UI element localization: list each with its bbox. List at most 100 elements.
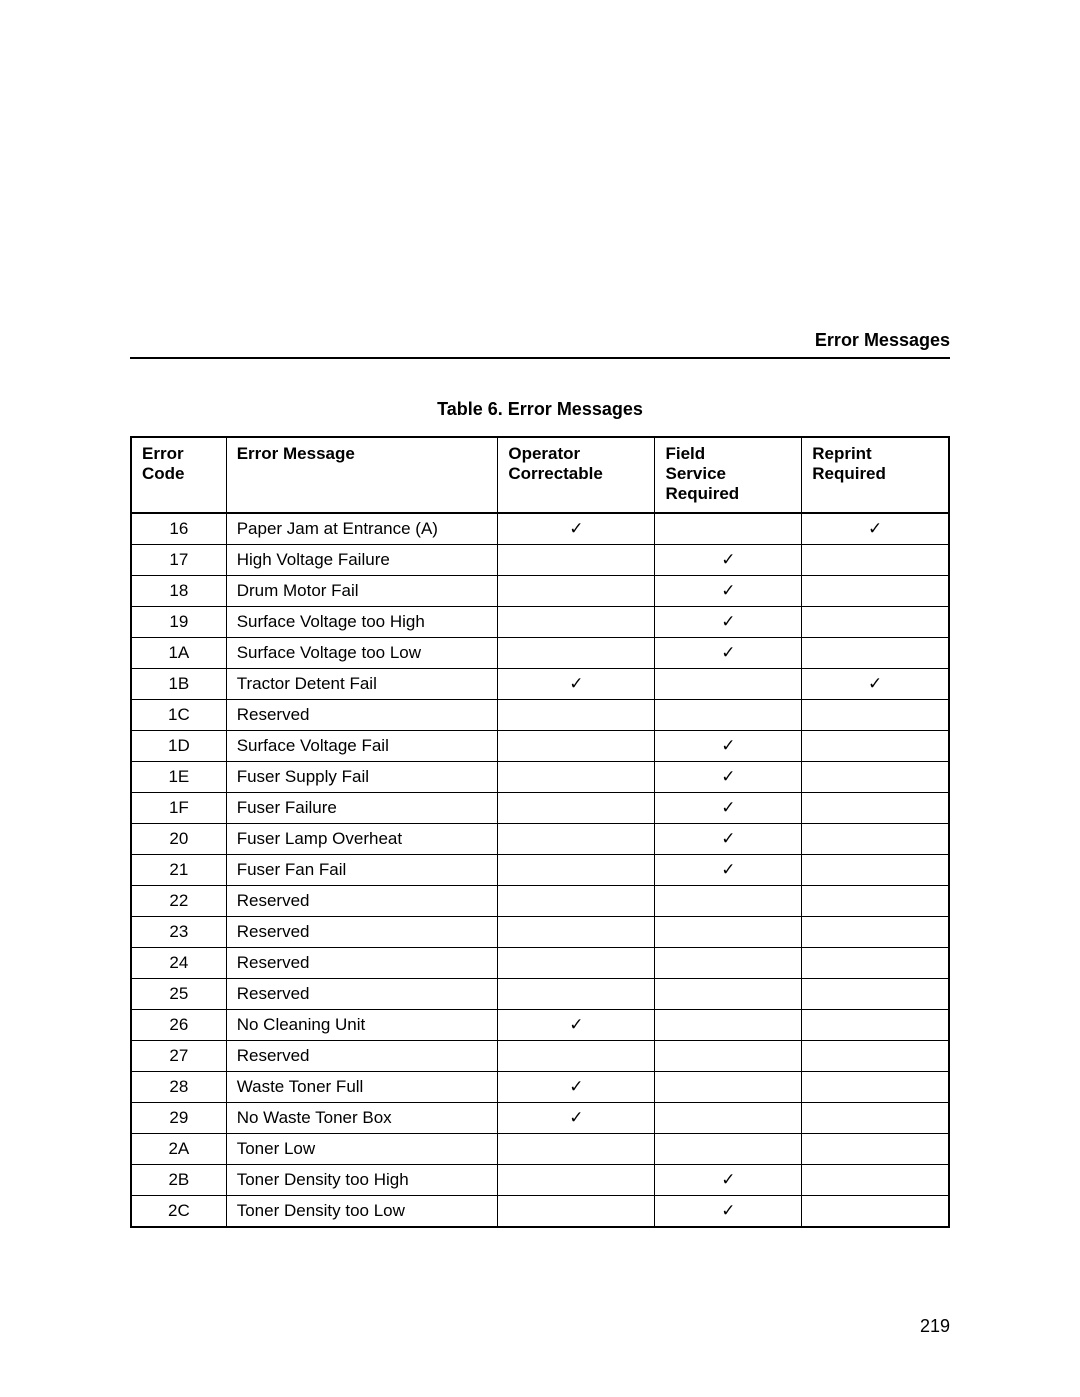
table-row: 24Reserved: [131, 948, 949, 979]
cell-field-service-required: [655, 979, 802, 1010]
cell-field-service-required: [655, 1041, 802, 1072]
cell-error-code: 25: [131, 979, 226, 1010]
table-row: 28Waste Toner Full✓: [131, 1072, 949, 1103]
cell-reprint-required: [802, 762, 949, 793]
cell-error-code: 17: [131, 545, 226, 576]
table-row: 17High Voltage Failure ✓: [131, 545, 949, 576]
cell-error-message: Fuser Lamp Overheat: [226, 824, 498, 855]
table-row: 1BTractor Detent Fail✓✓: [131, 669, 949, 700]
cell-error-message: High Voltage Failure: [226, 545, 498, 576]
cell-error-message: Reserved: [226, 1041, 498, 1072]
cell-operator-correctable: [498, 545, 655, 576]
cell-error-code: 21: [131, 855, 226, 886]
cell-reprint-required: [802, 700, 949, 731]
cell-error-message: Surface Voltage too High: [226, 607, 498, 638]
cell-operator-correctable: ✓: [498, 1072, 655, 1103]
cell-field-service-required: ✓: [655, 1165, 802, 1196]
check-icon: ✓: [569, 1015, 583, 1034]
cell-reprint-required: [802, 1196, 949, 1228]
cell-operator-correctable: ✓: [498, 1010, 655, 1041]
table-row: 2BToner Density too High✓: [131, 1165, 949, 1196]
error-messages-table: Error Code Error Message Operator Correc…: [130, 436, 950, 1228]
table-row: 23Reserved: [131, 917, 949, 948]
cell-operator-correctable: [498, 1041, 655, 1072]
check-icon: ✓: [721, 767, 735, 786]
cell-operator-correctable: [498, 1196, 655, 1228]
cell-error-code: 1F: [131, 793, 226, 824]
cell-operator-correctable: [498, 762, 655, 793]
cell-error-message: Reserved: [226, 979, 498, 1010]
cell-reprint-required: [802, 1165, 949, 1196]
cell-field-service-required: ✓: [655, 576, 802, 607]
table-row: 2CToner Density too Low✓: [131, 1196, 949, 1228]
check-icon: ✓: [569, 1077, 583, 1096]
cell-operator-correctable: [498, 886, 655, 917]
check-icon: ✓: [868, 674, 882, 693]
cell-field-service-required: [655, 917, 802, 948]
cell-error-message: Fuser Failure: [226, 793, 498, 824]
check-icon: ✓: [721, 581, 735, 600]
cell-error-code: 2A: [131, 1134, 226, 1165]
cell-error-message: No Waste Toner Box: [226, 1103, 498, 1134]
col-header-field-service: Field Service Required: [655, 437, 802, 513]
cell-reprint-required: [802, 607, 949, 638]
cell-error-code: 27: [131, 1041, 226, 1072]
cell-error-code: 26: [131, 1010, 226, 1041]
check-icon: ✓: [868, 519, 882, 538]
cell-reprint-required: [802, 545, 949, 576]
table-row: 29No Waste Toner Box✓: [131, 1103, 949, 1134]
cell-error-message: Toner Density too Low: [226, 1196, 498, 1228]
cell-error-code: 1B: [131, 669, 226, 700]
cell-error-message: Waste Toner Full: [226, 1072, 498, 1103]
cell-error-code: 24: [131, 948, 226, 979]
cell-error-code: 1A: [131, 638, 226, 669]
table-row: 2AToner Low: [131, 1134, 949, 1165]
cell-error-message: Drum Motor Fail: [226, 576, 498, 607]
cell-reprint-required: [802, 824, 949, 855]
cell-reprint-required: [802, 1134, 949, 1165]
table-row: 16Paper Jam at Entrance (A)✓✓: [131, 513, 949, 545]
cell-error-message: Tractor Detent Fail: [226, 669, 498, 700]
check-icon: ✓: [721, 612, 735, 631]
cell-reprint-required: ✓: [802, 669, 949, 700]
cell-operator-correctable: [498, 1165, 655, 1196]
cell-error-message: Surface Voltage too Low: [226, 638, 498, 669]
cell-error-message: Reserved: [226, 917, 498, 948]
cell-error-code: 22: [131, 886, 226, 917]
cell-error-code: 16: [131, 513, 226, 545]
cell-error-message: No Cleaning Unit: [226, 1010, 498, 1041]
cell-operator-correctable: [498, 731, 655, 762]
cell-error-code: 19: [131, 607, 226, 638]
cell-field-service-required: [655, 669, 802, 700]
check-icon: ✓: [721, 860, 735, 879]
check-icon: ✓: [569, 1108, 583, 1127]
cell-field-service-required: ✓: [655, 545, 802, 576]
cell-operator-correctable: [498, 948, 655, 979]
table-caption: Table 6. Error Messages: [130, 399, 950, 420]
cell-field-service-required: ✓: [655, 855, 802, 886]
col-header-error-code: Error Code: [131, 437, 226, 513]
col-header-operator-correctable: Operator Correctable: [498, 437, 655, 513]
cell-error-message: Reserved: [226, 948, 498, 979]
page-number: 219: [920, 1316, 950, 1337]
check-icon: ✓: [721, 798, 735, 817]
cell-error-message: Toner Low: [226, 1134, 498, 1165]
cell-field-service-required: [655, 1072, 802, 1103]
cell-field-service-required: ✓: [655, 607, 802, 638]
cell-operator-correctable: [498, 607, 655, 638]
cell-operator-correctable: [498, 576, 655, 607]
cell-field-service-required: [655, 1103, 802, 1134]
cell-field-service-required: [655, 700, 802, 731]
check-icon: ✓: [721, 1201, 735, 1220]
table-row: 19Surface Voltage too High ✓: [131, 607, 949, 638]
table-row: 1ASurface Voltage too Low ✓: [131, 638, 949, 669]
check-icon: ✓: [721, 643, 735, 662]
cell-error-code: 20: [131, 824, 226, 855]
cell-field-service-required: [655, 948, 802, 979]
cell-error-code: 1D: [131, 731, 226, 762]
table-row: 26No Cleaning Unit ✓: [131, 1010, 949, 1041]
cell-reprint-required: [802, 886, 949, 917]
cell-operator-correctable: [498, 979, 655, 1010]
check-icon: ✓: [721, 550, 735, 569]
cell-operator-correctable: ✓: [498, 513, 655, 545]
